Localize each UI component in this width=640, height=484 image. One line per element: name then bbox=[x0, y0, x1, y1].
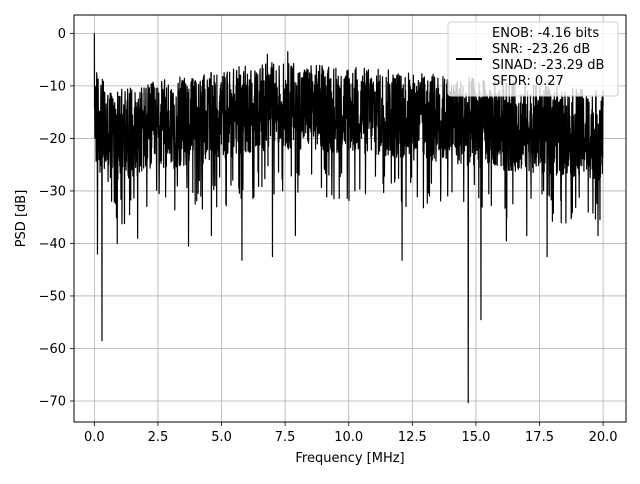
y-tick-label: −20 bbox=[39, 132, 66, 147]
x-tick-label: 0.0 bbox=[84, 430, 105, 445]
ticks: 0.0 2.5 5.0 7.5 10.0 12.5 15.0 17.5 20.0 0 −10 −20 −… bbox=[39, 27, 618, 445]
legend: ENOB: -4.16 bits SNR: -23.26 dB SINAD: -… bbox=[447, 21, 619, 97]
x-tick-label: 15.0 bbox=[461, 430, 490, 445]
y-tick-label: −50 bbox=[39, 289, 66, 304]
y-tick-label: −30 bbox=[39, 184, 66, 199]
y-tick-label: 0 bbox=[58, 27, 66, 42]
legend-entry-enob: ENOB: -4.16 bits bbox=[492, 26, 599, 41]
y-tick-label: −40 bbox=[39, 237, 66, 252]
x-tick-label: 5.0 bbox=[211, 430, 232, 445]
psd-series-line bbox=[93, 33, 604, 404]
x-tick-label: 7.5 bbox=[275, 430, 296, 445]
x-tick-label: 10.0 bbox=[334, 430, 363, 445]
legend-box bbox=[447, 21, 619, 97]
x-tick-label: 17.5 bbox=[525, 430, 554, 445]
plot-data bbox=[93, 33, 604, 404]
y-tick-label: −70 bbox=[39, 394, 66, 409]
x-tick-label: 20.0 bbox=[589, 430, 618, 445]
x-axis-label: Frequency [MHz] bbox=[295, 451, 404, 466]
y-tick-label: −60 bbox=[39, 342, 66, 357]
x-tick-label: 2.5 bbox=[148, 430, 169, 445]
x-tick-label: 12.5 bbox=[398, 430, 427, 445]
y-axis-label: PSD [dB] bbox=[14, 190, 29, 248]
y-tick-label: −10 bbox=[39, 79, 66, 94]
legend-entry-sinad: SINAD: -23.29 dB bbox=[492, 58, 604, 73]
plot-frame bbox=[73, 14, 627, 423]
legend-entry-snr: SNR: -23.26 dB bbox=[492, 42, 590, 57]
legend-entry-sfdr: SFDR: 0.27 bbox=[492, 74, 564, 89]
